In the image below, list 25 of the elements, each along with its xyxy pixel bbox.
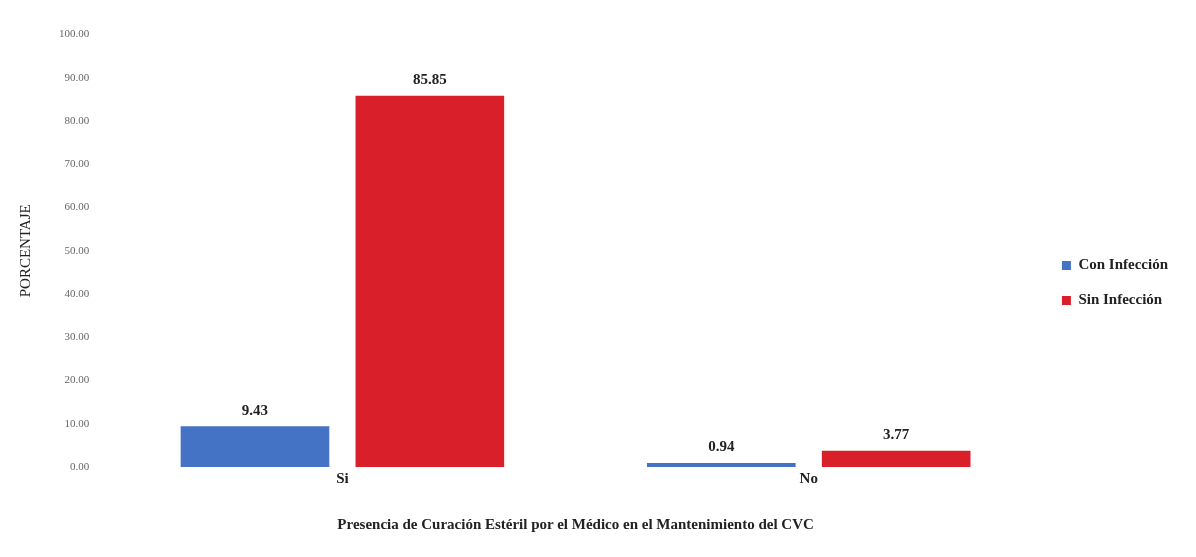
x-tick-label: No — [799, 469, 818, 486]
y-tick-label: 80.00 — [64, 113, 90, 126]
x-tick-label: Si — [336, 469, 349, 486]
y-tick-label: 10.00 — [64, 416, 90, 429]
y-tick-label: 90.00 — [64, 70, 90, 83]
bar — [180, 426, 330, 467]
y-tick-label: 70.00 — [64, 157, 90, 170]
y-tick-label: 0.00 — [70, 459, 90, 472]
y-tick-label: 50.00 — [64, 243, 90, 256]
bar — [355, 95, 505, 467]
x-axis-title: Presencia de Curación Estéril por el Médico en el Mantenimiento del CVC — [337, 515, 814, 532]
data-label: 0.94 — [708, 438, 735, 455]
legend-label: Con Infección — [1078, 256, 1169, 273]
data-label: 3.77 — [883, 426, 910, 443]
y-tick-label: 60.00 — [64, 200, 90, 213]
y-tick-label: 30.00 — [64, 330, 90, 343]
data-label: 9.43 — [241, 401, 269, 418]
data-label: 85.85 — [412, 71, 447, 88]
y-axis-title: PORCENTAJE — [16, 204, 33, 298]
y-tick-label: 40.00 — [64, 286, 90, 299]
bar — [646, 462, 796, 467]
legend-label: Sin Infección — [1078, 291, 1163, 308]
bar — [821, 450, 971, 467]
y-tick-label: 20.00 — [64, 373, 90, 386]
y-tick-label: 100.00 — [59, 27, 90, 40]
